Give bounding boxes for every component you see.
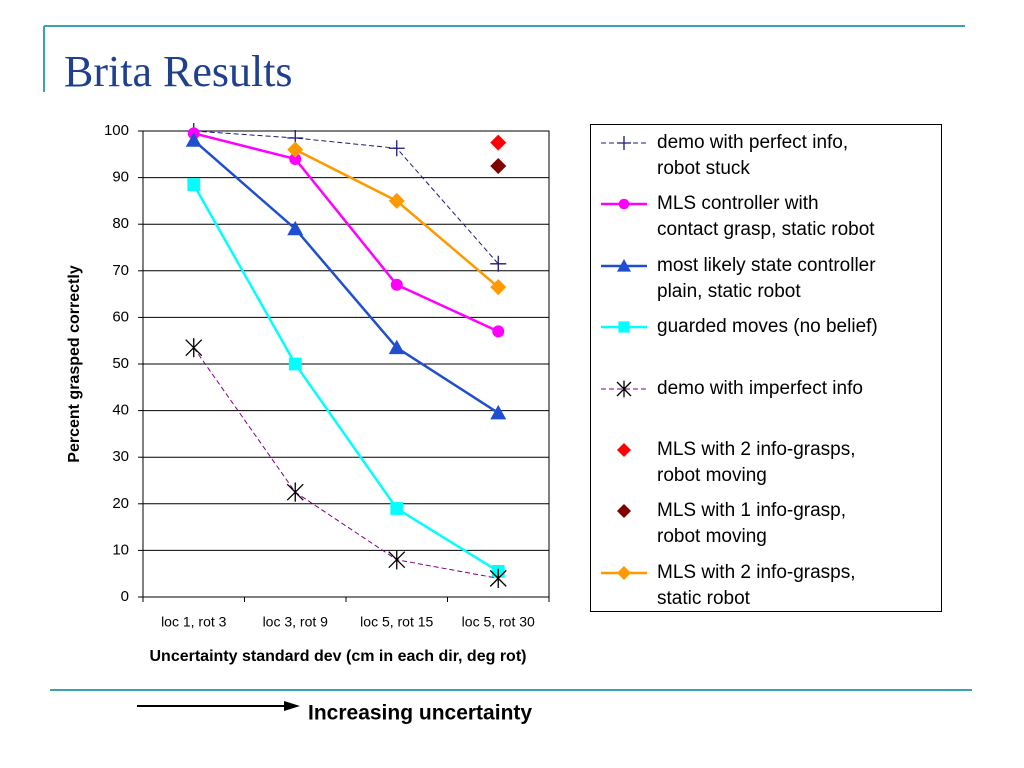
x-tick-label: loc 5, rot 30: [462, 614, 535, 630]
y-tick-label: 0: [121, 588, 129, 605]
legend-marker: [617, 136, 631, 150]
legend-label: MLS with 1 info-grasp, robot moving: [657, 500, 847, 548]
series-line: [294, 148, 500, 289]
legend-swatch: [601, 380, 647, 397]
marker: [390, 278, 403, 291]
y-tick-label: 10: [112, 541, 129, 558]
legend-marker: [617, 504, 631, 519]
slide-title: Brita Results: [64, 47, 293, 96]
x-tick-label: loc 5, rot 15: [360, 614, 433, 630]
legend-marker: [617, 258, 631, 272]
legend-label: most likely state controller plain, stat…: [657, 254, 876, 302]
marker: [489, 568, 507, 588]
marker: [388, 192, 405, 209]
legend-label: demo with perfect info, robot stuck: [657, 132, 849, 179]
legend-marker: [618, 321, 630, 333]
y-tick-label: 20: [112, 495, 129, 512]
marker: [388, 339, 405, 355]
marker: [490, 157, 507, 174]
legend-swatch: [601, 321, 647, 333]
y-tick-label: 60: [112, 308, 129, 325]
marker: [490, 404, 507, 420]
marker: [185, 132, 202, 147]
y-tick-label: 70: [112, 262, 129, 279]
legend-swatch: [617, 504, 631, 519]
marker: [390, 502, 404, 515]
marker: [388, 140, 405, 157]
legend-label: MLS with 2 info-grasps, static robot: [657, 561, 856, 609]
legend-entry: guarded moves (no belief): [599, 314, 878, 340]
legend-entry: demo with perfect info, robot stuck: [599, 130, 848, 182]
legend-marker: [617, 443, 631, 457]
series-line: [192, 183, 499, 573]
legend-marker: [617, 565, 631, 580]
y-tick-label: 80: [112, 215, 129, 232]
legend-swatch: [601, 258, 647, 272]
annotation: Increasing uncertainty: [308, 702, 532, 725]
marker: [289, 152, 302, 165]
legend-swatch: [601, 565, 647, 580]
legend-label: guarded moves (no belief): [657, 316, 878, 338]
marker: [287, 141, 304, 158]
x-tick-label: loc 1, rot 3: [161, 614, 227, 630]
legend-swatch: [601, 199, 647, 210]
marker: [388, 550, 406, 570]
marker: [185, 338, 203, 358]
legend-swatch: [617, 443, 631, 457]
legend-entry: most likely state controller plain, stat…: [599, 253, 876, 305]
x-axis-title: Uncertainty standard dev (cm in each dir…: [150, 648, 527, 665]
series-line: [192, 139, 499, 414]
x-tick-label: loc 3, rot 9: [263, 614, 329, 630]
series-line: [193, 347, 499, 579]
y-axis-title: Percent grasped correctly: [66, 265, 83, 463]
marker: [492, 325, 505, 338]
legend-marker: [616, 380, 632, 397]
marker: [490, 279, 507, 296]
series-line: [193, 132, 499, 333]
legend-label: MLS controller with contact grasp, stati…: [657, 193, 875, 241]
legend-entry: MLS with 2 info-grasps, static robot: [599, 560, 856, 612]
arrow-head: [284, 701, 300, 711]
legend: demo with perfect info, robot stuck MLS c…: [590, 124, 942, 612]
y-tick-label: 50: [112, 355, 129, 372]
legend-entry: MLS controller with contact grasp, stati…: [599, 191, 875, 243]
marker: [286, 482, 304, 502]
marker: [490, 134, 507, 151]
y-tick-label: 30: [112, 448, 129, 465]
marker: [490, 255, 507, 272]
legend-label: MLS with 2 info-grasps, robot moving: [657, 439, 856, 486]
legend-entry: MLS with 2 info-grasps, robot moving: [599, 437, 856, 489]
marker: [288, 357, 302, 371]
marker: [287, 220, 304, 236]
series-line: [193, 130, 499, 265]
y-tick-label: 90: [112, 169, 129, 186]
marker: [187, 178, 201, 191]
legend-swatch: [601, 136, 647, 150]
legend-label: demo with imperfect info: [657, 377, 863, 399]
legend-marker: [618, 199, 630, 210]
y-tick-label: 100: [104, 122, 129, 139]
legend-entry: MLS with 1 info-grasp, robot moving: [599, 498, 846, 550]
y-tick-label: 40: [112, 402, 129, 419]
legend-entry: demo with imperfect info: [599, 376, 863, 402]
